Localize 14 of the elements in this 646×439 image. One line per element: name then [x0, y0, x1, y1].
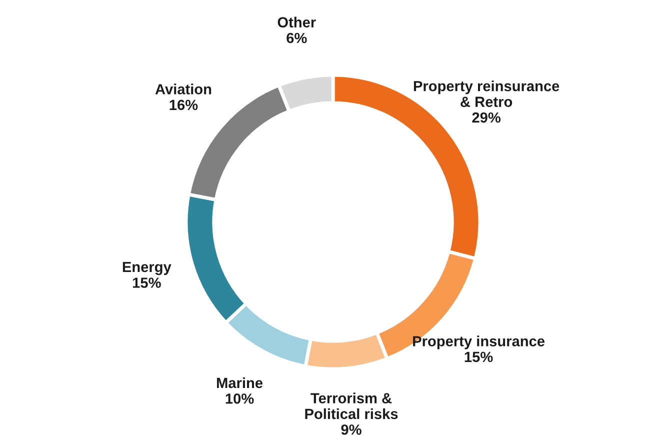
data-label: 15% [464, 352, 493, 362]
slice-label: Energy [122, 262, 172, 276]
slice-label: Terrorism & Political risks [305, 392, 398, 420]
slice-label: Property reinsurance & Retro [414, 80, 560, 107]
data-label: 9% [341, 424, 362, 435]
data-label: 29% [472, 112, 501, 123]
data-label: 15% [132, 278, 161, 288]
data-label: 10% [226, 393, 254, 404]
slice-label: Property insurance [413, 336, 545, 350]
data-label: 6% [286, 32, 307, 44]
slice-label: Aviation [155, 84, 212, 94]
data-label: 16% [170, 100, 198, 110]
slice-label: Other [278, 16, 316, 28]
slice-label: Marine [216, 377, 263, 388]
